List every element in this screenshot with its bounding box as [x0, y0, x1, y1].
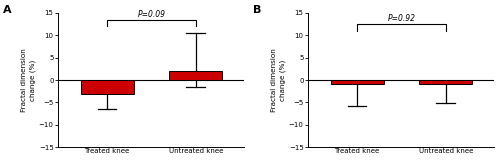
Bar [169, 71, 222, 80]
Y-axis label: Fractal dimension
change (%): Fractal dimension change (%) [22, 48, 36, 112]
Bar [330, 80, 384, 84]
Y-axis label: Fractal dimension
change (%): Fractal dimension change (%) [272, 48, 286, 112]
Bar [80, 80, 134, 94]
Text: P=0.09: P=0.09 [138, 10, 166, 19]
Text: P=0.92: P=0.92 [388, 14, 415, 23]
Text: A: A [2, 5, 11, 15]
Bar [419, 80, 472, 84]
Text: B: B [252, 5, 261, 15]
